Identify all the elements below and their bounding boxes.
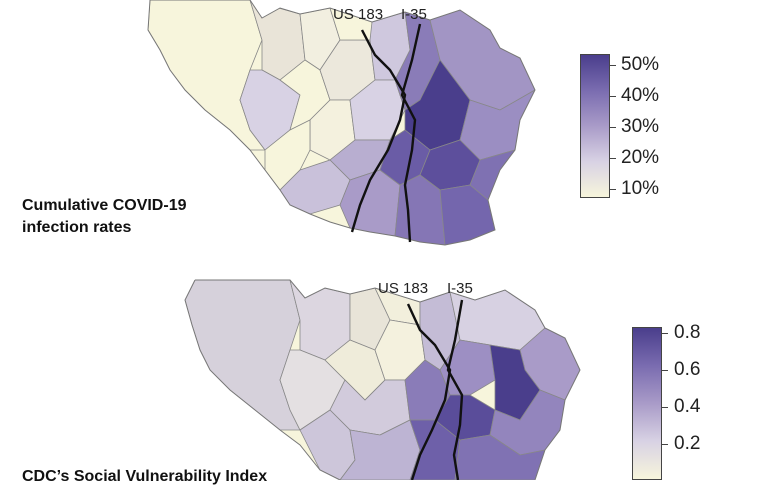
caption-line-1: CDC’s Social Vulnerability Index <box>22 468 268 485</box>
us183-highway-line-bottom <box>406 303 452 480</box>
legend-tick-mark <box>662 333 668 334</box>
legend-tick-label: 40% <box>621 85 660 106</box>
covid-choropleth-map <box>147 0 536 246</box>
legend-tick-mark <box>662 407 668 408</box>
us183-label-bottom: US 183 <box>378 280 429 297</box>
legend-tick-label: 20% <box>621 147 660 168</box>
legend-tick-mark <box>610 65 616 66</box>
legend-tick-label: 0.8 <box>674 322 701 343</box>
legend-tick-label: 0.2 <box>674 433 701 454</box>
legend-tick-mark <box>610 127 616 128</box>
i35-label: I-35 <box>401 6 427 23</box>
legend-tick-label: 0.4 <box>674 396 701 417</box>
i35-highway-line <box>400 23 422 243</box>
us183-label: US 183 <box>333 6 384 23</box>
us183-highway-line <box>350 29 407 233</box>
svi-choropleth-map <box>184 279 581 480</box>
legend-tick-mark <box>610 158 616 159</box>
legend-tick-label: 50% <box>621 54 660 75</box>
covid-map-caption: Cumulative COVID-19 infection rates <box>22 195 186 239</box>
i35-highway-line-bottom <box>446 299 464 480</box>
legend-tick-mark <box>610 96 616 97</box>
covid-legend-colorbar <box>580 54 610 198</box>
legend-tick-label: 30% <box>621 116 660 137</box>
legend-tick-mark <box>662 370 668 371</box>
svi-map-caption: CDC’s Social Vulnerability Index <box>22 466 267 488</box>
legend-tick-label: 0.6 <box>674 359 701 380</box>
i35-label-bottom: I-35 <box>447 280 473 297</box>
caption-line-1: Cumulative COVID-19 <box>22 197 187 214</box>
legend-tick-mark <box>610 189 616 190</box>
covid-map-panel: US 183 I-35 Cumulative COVID-19 infectio… <box>22 0 660 246</box>
svi-map-panel: US 183 I-35 CDC’s Social Vulnerability I… <box>0 270 768 485</box>
legend-tick-label: 10% <box>621 178 660 199</box>
svi-legend-colorbar <box>632 327 662 480</box>
legend-tick-mark <box>662 444 668 445</box>
caption-line-2: infection rates <box>22 219 132 236</box>
